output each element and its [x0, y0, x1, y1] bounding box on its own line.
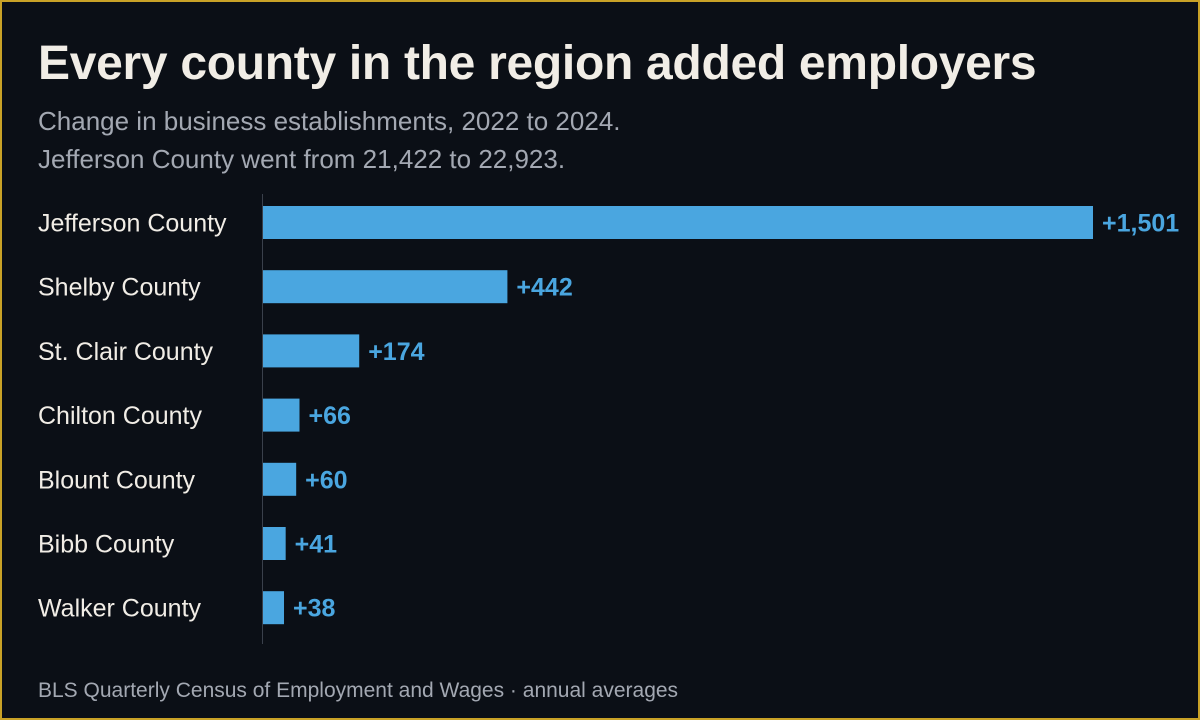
value-label: +38 [293, 595, 336, 623]
bar [263, 206, 1093, 239]
bar [263, 270, 508, 304]
value-label: +1,501 [1102, 210, 1179, 238]
bar [263, 527, 286, 560]
value-label: +442 [516, 274, 572, 302]
category-label: Walker County [38, 595, 202, 623]
category-label: Chilton County [38, 402, 202, 430]
value-label: +174 [368, 338, 424, 366]
value-label: +60 [305, 466, 347, 494]
value-label: +66 [308, 402, 350, 430]
category-label: Jefferson County [38, 210, 227, 238]
bar [263, 462, 297, 496]
bar-chart: Jefferson County +1,501 Shelby County +442 S… [38, 194, 1179, 644]
category-label: St. Clair County [38, 338, 214, 366]
chart-subtitle: Change in business establishments, 2022 … [38, 106, 621, 174]
bar [263, 334, 360, 368]
source-note: BLS Quarterly Census of Employment and W… [38, 679, 679, 702]
category-label: Shelby County [38, 274, 201, 302]
value-label: +41 [295, 531, 338, 559]
category-label: Bibb County [38, 531, 175, 559]
category-label: Blount County [38, 466, 196, 494]
chart-title: Every county in the region added employe… [38, 37, 1037, 90]
bar [263, 398, 300, 432]
bar [263, 591, 285, 625]
